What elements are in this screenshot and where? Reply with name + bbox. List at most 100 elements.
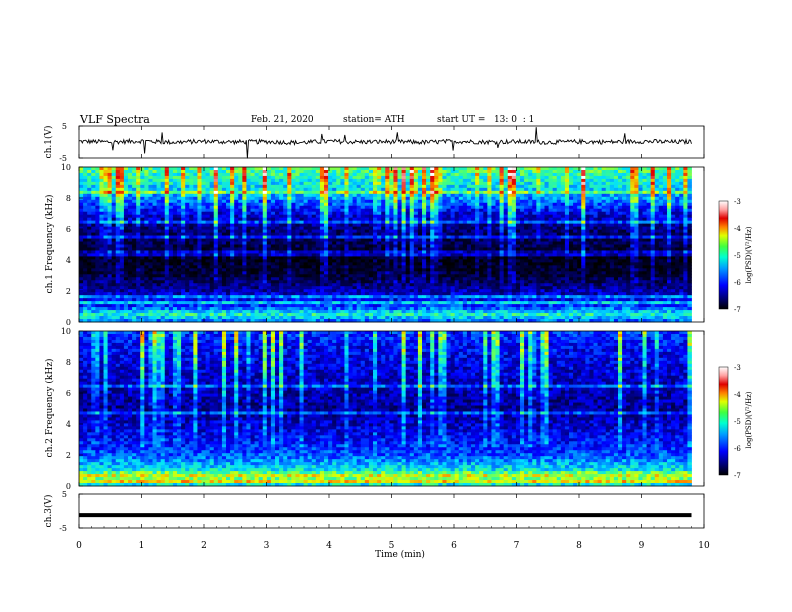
spectrogram-cell	[377, 181, 382, 186]
spectrogram-cell	[569, 238, 574, 242]
spectrogram-cell	[511, 167, 517, 171]
spectrogram-cell	[417, 217, 423, 222]
spectrogram-cell	[262, 211, 268, 216]
spectrogram-cell	[667, 181, 672, 186]
spectrogram-cell	[413, 167, 419, 171]
spectrogram-cell	[569, 226, 574, 230]
spectrogram-cell	[577, 229, 582, 233]
spectrogram-cell	[417, 253, 423, 257]
spectrogram-cell	[552, 172, 558, 177]
spectrogram-cell	[213, 193, 219, 198]
spectrogram-cell	[270, 253, 276, 257]
spectrogram-cell	[687, 229, 692, 233]
spectrogram-cell	[609, 223, 615, 228]
spectrogram-cell	[128, 172, 133, 177]
spectrogram-cell	[589, 214, 594, 219]
spectrogram-cell	[667, 235, 672, 239]
spectrogram-cell	[324, 220, 329, 225]
spectrogram-cell	[148, 244, 153, 248]
spectrogram-cell	[364, 235, 370, 239]
spectrogram-cell	[475, 214, 480, 219]
spectrogram-cell	[185, 217, 190, 222]
spectrogram-cell	[622, 220, 627, 225]
spectrogram-cell	[348, 214, 353, 219]
spectrogram-cell	[197, 226, 202, 230]
spectrogram-cell	[475, 181, 480, 186]
spectrogram-cell	[185, 256, 190, 260]
spectrogram-cell	[197, 217, 202, 222]
spectrogram-cell	[324, 196, 329, 201]
spectrogram-cell	[283, 232, 288, 236]
spectrogram-cell	[148, 265, 153, 269]
spectrogram-cell	[679, 217, 684, 222]
spectrogram-cell	[217, 220, 223, 225]
spectrogram-cell	[564, 253, 570, 257]
spectrogram-cell	[352, 211, 358, 216]
spectrogram-cell	[491, 223, 496, 228]
spectrogram-cell	[270, 178, 276, 183]
spectrogram-cell	[238, 208, 243, 213]
spectrogram-cell	[532, 214, 537, 219]
spectrogram-cell	[140, 193, 145, 198]
spectrogram-cell	[234, 259, 239, 263]
spectrogram-cell	[618, 167, 623, 171]
spectrogram-cell	[536, 211, 541, 216]
spectrogram-cell	[356, 193, 362, 198]
spectrogram-cell	[454, 235, 460, 239]
spectrogram-cell	[324, 208, 329, 213]
spectrogram-cell	[650, 259, 656, 263]
spectrogram-cell	[654, 199, 660, 204]
spectrogram-cell	[201, 193, 206, 198]
spectrogram-cell	[291, 241, 296, 245]
spectrogram-cell	[315, 217, 321, 222]
spectrogram-cell	[115, 167, 121, 171]
spectrogram-cell	[336, 184, 341, 189]
spectrogram-cell	[577, 211, 582, 216]
spectrogram-cell	[507, 226, 513, 230]
spectrogram-cell	[360, 214, 366, 219]
spectrogram-cell	[295, 202, 300, 207]
spectrogram-cell	[221, 196, 227, 201]
spectrogram-cell	[103, 214, 108, 219]
spectrogram-cell	[405, 169, 411, 174]
spectrogram-cell	[397, 199, 402, 204]
spectrogram-cell	[234, 202, 239, 207]
spectrogram-cell	[275, 184, 280, 189]
spectrogram-cell	[422, 220, 427, 225]
spectrogram-cell	[515, 202, 521, 207]
spectrogram-cell	[319, 208, 325, 213]
spectrogram-cell	[79, 244, 84, 248]
spectrogram-cell	[172, 265, 178, 269]
spectrogram-cell	[299, 241, 304, 245]
spectrogram-cell	[495, 244, 500, 248]
spectrogram-cell	[328, 259, 333, 263]
spectrogram-cell	[242, 187, 247, 192]
spectrogram-cell	[438, 223, 443, 228]
spectrogram-cell	[609, 211, 615, 216]
spectrogram-cell	[560, 259, 566, 263]
spectrogram-cell	[221, 262, 227, 266]
spectrogram-cell	[679, 211, 684, 216]
spectrogram-cell	[246, 250, 251, 254]
spectrogram-cell	[95, 259, 100, 263]
spectrogram-cell	[99, 214, 104, 219]
spectrogram-cell	[201, 199, 206, 204]
spectrogram-cell	[234, 217, 239, 222]
spectrogram-cell	[360, 190, 366, 195]
spectrogram-cell	[381, 187, 386, 192]
spectrogram-cell	[311, 250, 317, 254]
spectrogram-cell	[348, 250, 353, 254]
spectrogram-cell	[626, 202, 631, 207]
spectrogram-cell	[111, 259, 117, 263]
spectrogram-cell	[389, 211, 394, 216]
spectrogram-cell	[479, 196, 484, 201]
spectrogram-cell	[201, 175, 206, 180]
spectrogram-cell	[168, 241, 174, 245]
spectrogram-cell	[123, 202, 129, 207]
spectrogram-cell	[299, 181, 304, 186]
spectrogram-cell	[217, 247, 223, 251]
spectrogram-cell	[389, 241, 394, 245]
spectrogram-cell	[319, 211, 325, 216]
spectrogram-cell	[683, 238, 688, 242]
spectrogram-cell	[348, 187, 353, 192]
